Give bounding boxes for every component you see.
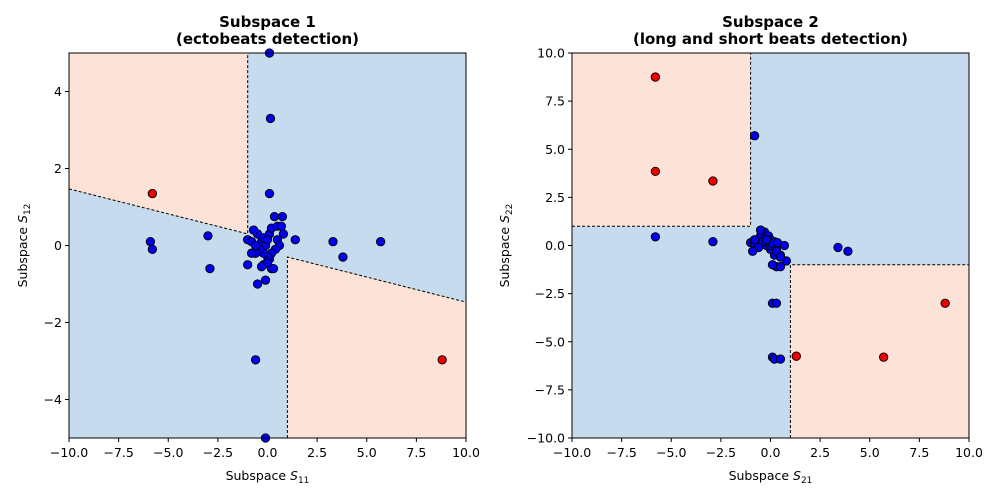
data-point-normal <box>256 262 267 272</box>
y-tick-label: 2.5 <box>545 190 565 205</box>
data-point-normal <box>278 229 289 239</box>
y-tick-label: −7.5 <box>535 382 565 397</box>
data-point-normal <box>772 237 783 248</box>
data-point-normal <box>246 248 257 258</box>
y-tick-label: 0.0 <box>545 238 565 253</box>
data-point-abnormal <box>650 72 661 82</box>
data-point-normal <box>262 235 273 245</box>
x-tick-label: −10.0 <box>50 445 88 460</box>
data-point-normal <box>775 252 786 262</box>
data-point-normal <box>205 263 215 274</box>
decision-boundary-line <box>789 264 969 438</box>
x-tick-label: 5.0 <box>860 445 880 460</box>
y-tick-label: 5.0 <box>545 142 565 157</box>
data-point-normal <box>650 232 661 242</box>
data-point-normal <box>761 235 772 245</box>
x-tick-label: −7.5 <box>103 445 133 460</box>
subplot-2: −10.0 −7.5 −5.0 −2.5 0.0 2.5 5.0 7.5 10.0 −10.0 −7… <box>497 13 983 486</box>
data-point-normal <box>264 188 275 199</box>
x-tick-label: 7.5 <box>406 445 426 460</box>
data-point-normal <box>755 225 766 235</box>
x-tick-label: 2.5 <box>810 445 830 460</box>
data-point-normal <box>250 355 261 365</box>
chart-subtitle: (long and short beats detection) <box>633 30 908 48</box>
x-tick-label: −5.0 <box>153 445 183 460</box>
x-axis-label: Subspace S11 <box>226 468 310 486</box>
x-tick-label: 0.0 <box>761 445 781 460</box>
data-point-normal <box>328 236 338 247</box>
data-point-normal <box>775 262 786 272</box>
data-point-normal <box>375 236 386 247</box>
y-tick-label: 7.5 <box>545 94 565 109</box>
x-tick-label: 2.5 <box>307 445 327 460</box>
data-point-normal <box>771 298 782 308</box>
data-point-normal <box>268 263 279 274</box>
data-point-normal <box>749 235 760 245</box>
x-tick-label: −10.0 <box>553 445 591 460</box>
data-point-normal <box>708 236 718 247</box>
data-point-normal <box>250 240 261 251</box>
data-point-normal <box>269 211 280 222</box>
x-tick-label: 10.0 <box>955 445 983 460</box>
x-tick-label: 5.0 <box>357 445 377 460</box>
x-tick-label: −5.0 <box>656 445 686 460</box>
y-tick-label: −4 <box>44 392 62 407</box>
data-point-abnormal <box>147 188 158 199</box>
decision-boundary-line <box>286 256 467 438</box>
data-point-normal <box>277 211 288 222</box>
decision-boundary-line <box>68 53 249 235</box>
chart-title: Subspace 2 <box>722 13 819 31</box>
y-tick-label: 0 <box>54 238 62 253</box>
data-point-normal <box>775 354 786 364</box>
region-abnormal <box>790 264 969 438</box>
subplot-1: −10.0 −7.5 −5.0 −2.5 0.0 2.5 5.0 7.5 10.0 −4 −2 0 2 4… <box>15 13 480 486</box>
y-tick-label: 2 <box>54 161 62 176</box>
data-point-normal <box>147 244 158 255</box>
data-point-normal <box>252 279 263 289</box>
x-tick-label: 10.0 <box>452 445 480 460</box>
data-point-normal <box>767 260 778 270</box>
y-tick-label: 4 <box>54 84 62 99</box>
y-tick-label: −2 <box>44 315 62 330</box>
y-tick-label: −5.0 <box>535 334 565 349</box>
data-point-abnormal <box>650 166 661 177</box>
x-tick-label: 7.5 <box>909 445 929 460</box>
data-point-normal <box>145 236 156 247</box>
x-tick-label: −2.5 <box>706 445 736 460</box>
chart-subtitle: (ectobeats detection) <box>176 30 359 48</box>
data-point-normal <box>248 225 259 235</box>
region-abnormal <box>69 53 248 234</box>
data-point-normal <box>290 235 300 245</box>
data-point-normal <box>747 246 758 256</box>
x-axis-label: Subspace S21 <box>729 468 813 486</box>
data-point-normal <box>260 275 271 285</box>
y-axis-label: Subspace S12 <box>15 204 33 288</box>
data-point-normal <box>833 242 843 253</box>
data-point-normal <box>276 221 287 231</box>
region-abnormal <box>572 53 751 227</box>
data-point-normal <box>843 246 853 256</box>
data-point-normal <box>242 260 253 270</box>
y-tick-label: 10.0 <box>537 46 565 61</box>
data-point-normal <box>749 131 760 141</box>
y-tick-label: −2.5 <box>535 286 565 301</box>
data-point-normal <box>203 231 213 241</box>
x-tick-label: −7.5 <box>606 445 636 460</box>
data-point-abnormal <box>878 352 889 362</box>
region-abnormal <box>287 257 466 438</box>
data-point-abnormal <box>437 355 447 365</box>
x-tick-label: 0.0 <box>258 445 278 460</box>
data-point-abnormal <box>940 298 950 308</box>
data-point-abnormal <box>791 351 801 361</box>
x-tick-label: −2.5 <box>203 445 233 460</box>
data-point-abnormal <box>708 176 718 186</box>
y-axis-label: Subspace S22 <box>497 204 515 288</box>
data-point-normal <box>265 113 276 124</box>
y-tick-label: −10.0 <box>527 431 565 446</box>
data-point-normal <box>338 252 348 262</box>
chart-title: Subspace 1 <box>219 13 316 31</box>
